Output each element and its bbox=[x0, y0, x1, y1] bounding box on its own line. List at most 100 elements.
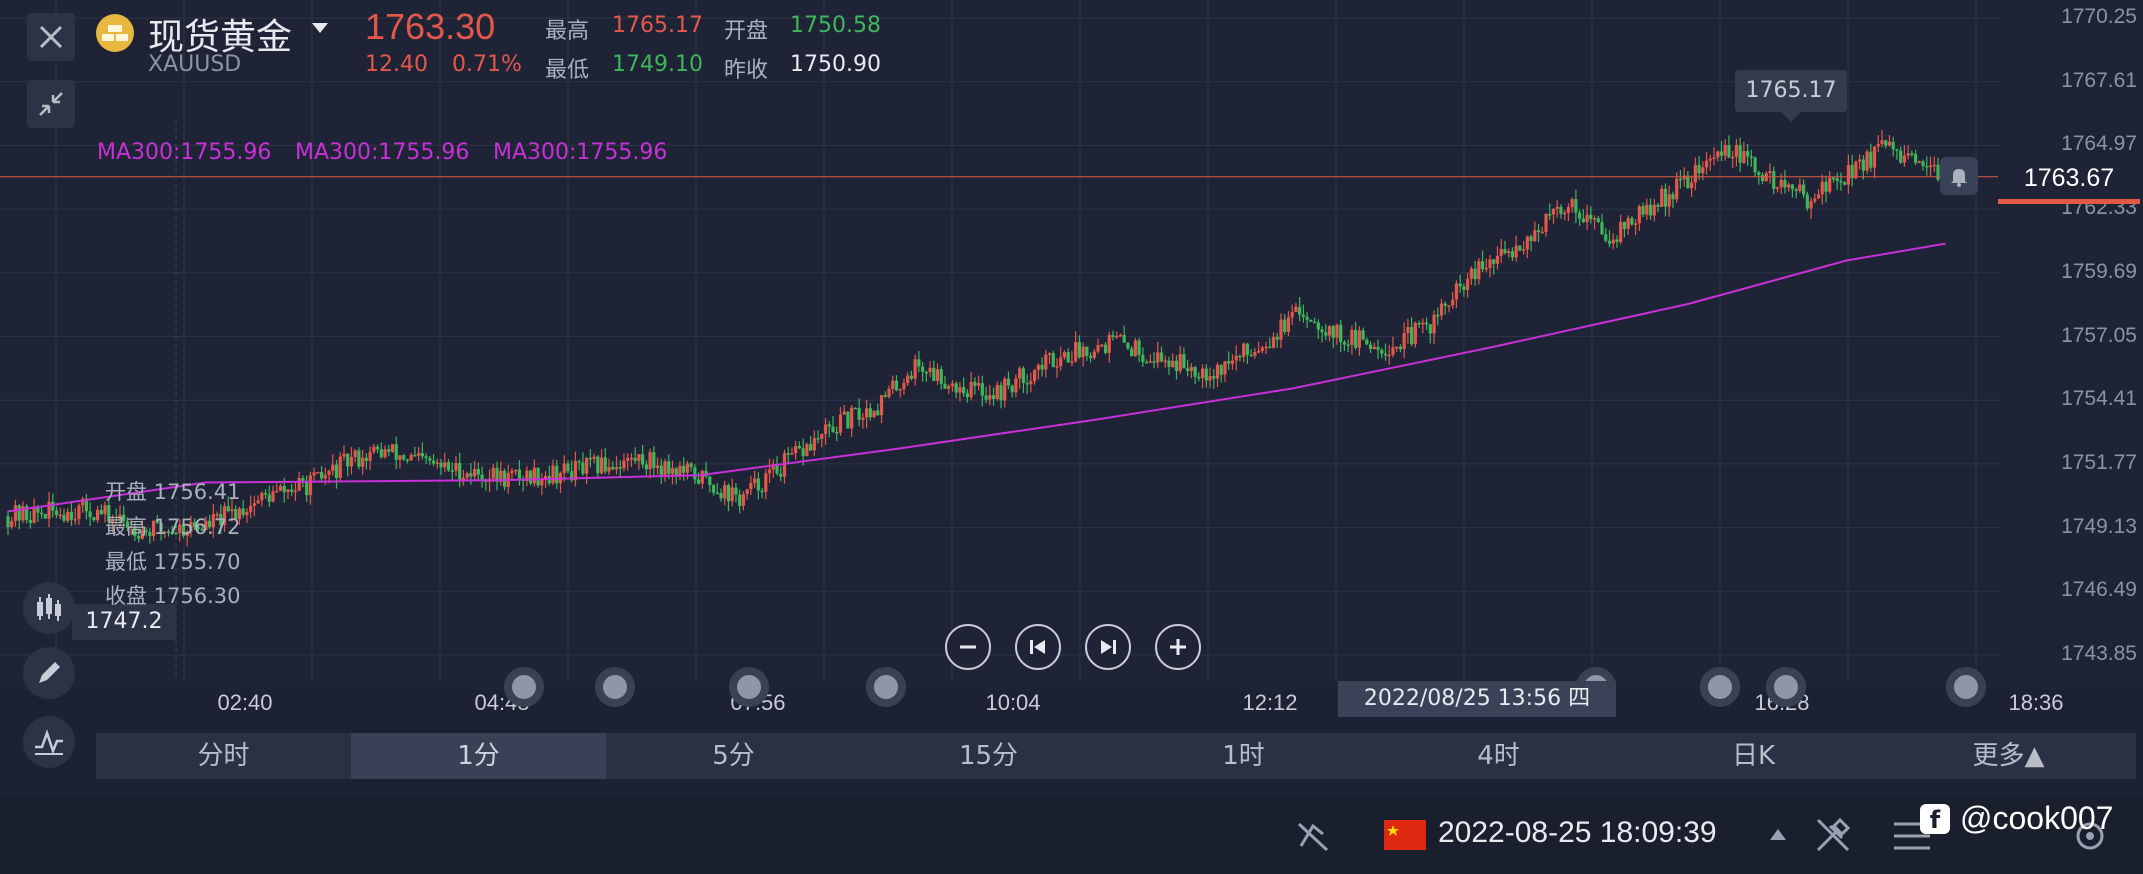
time-scroll-marker[interactable] bbox=[1700, 667, 1740, 707]
candle-down bbox=[405, 459, 410, 461]
network-off-icon[interactable] bbox=[1293, 816, 1333, 856]
candle-down bbox=[596, 456, 600, 474]
price-alert-button[interactable] bbox=[1940, 157, 1978, 195]
candle-down bbox=[301, 477, 305, 481]
candle-up bbox=[1660, 188, 1664, 207]
close-button[interactable] bbox=[27, 13, 75, 61]
candle-up bbox=[723, 485, 727, 499]
tab-timeframe-tick[interactable]: 分时 bbox=[197, 741, 250, 771]
candle-down bbox=[1895, 149, 1899, 151]
candle-down bbox=[420, 453, 424, 457]
candle-down bbox=[999, 385, 1003, 401]
candle-down bbox=[28, 520, 32, 523]
candle-down bbox=[652, 452, 656, 468]
candlestick-chart[interactable] bbox=[0, 0, 2143, 690]
candle-down bbox=[51, 501, 55, 511]
candle-up bbox=[1880, 140, 1884, 145]
candle-down bbox=[689, 463, 693, 468]
candle-down bbox=[588, 457, 592, 460]
candle-down bbox=[1320, 329, 1324, 333]
tab-timeframe-1h[interactable]: 1时 bbox=[1222, 741, 1265, 771]
candle-down bbox=[1936, 164, 1940, 180]
candle-down bbox=[1331, 326, 1335, 338]
candle-down bbox=[1186, 368, 1190, 371]
candle-down bbox=[476, 468, 480, 475]
candle-down bbox=[446, 462, 451, 471]
candle-down bbox=[883, 395, 887, 397]
tab-timeframe-1m[interactable]: 1分 bbox=[351, 733, 606, 779]
candle-down bbox=[241, 508, 245, 516]
bell-icon bbox=[1951, 169, 1967, 187]
collapse-button[interactable] bbox=[27, 80, 75, 128]
candle-down bbox=[1604, 234, 1608, 241]
tab-timeframe-5m[interactable]: 5分 bbox=[712, 741, 755, 771]
indicator-button[interactable] bbox=[23, 716, 75, 768]
candle-down bbox=[1238, 355, 1242, 358]
settings-icon[interactable] bbox=[2070, 816, 2110, 856]
tab-timeframe-more[interactable]: 更多▲ bbox=[1972, 741, 2045, 771]
candle-up bbox=[950, 383, 955, 387]
jump-end-button[interactable] bbox=[1085, 624, 1131, 670]
candle-down bbox=[137, 536, 141, 539]
candle-down bbox=[1077, 342, 1081, 358]
candle-down bbox=[644, 464, 648, 470]
y-tick-label: 1754.41 bbox=[2061, 387, 2137, 411]
skip-back-icon bbox=[1030, 640, 1045, 654]
candle-down bbox=[375, 446, 380, 450]
candle-down bbox=[196, 527, 200, 529]
candle-up bbox=[764, 473, 768, 492]
candle-down bbox=[1518, 245, 1522, 251]
zoom-in-button[interactable] bbox=[1155, 624, 1201, 670]
chart-type-button[interactable] bbox=[23, 582, 75, 634]
candle-up bbox=[1107, 335, 1111, 353]
candle-down bbox=[726, 485, 731, 502]
candle-down bbox=[1283, 319, 1287, 332]
tab-timeframe-daily[interactable]: 日K bbox=[1731, 741, 1776, 771]
time-scroll-marker[interactable] bbox=[504, 667, 544, 707]
jump-start-button[interactable] bbox=[1015, 624, 1061, 670]
facebook-icon: f bbox=[1920, 804, 1950, 834]
candle-up bbox=[1044, 354, 1048, 370]
ma300-line bbox=[7, 242, 1946, 513]
candle-down bbox=[1167, 360, 1171, 367]
candle-down bbox=[144, 530, 148, 533]
candle-up bbox=[252, 503, 256, 506]
candle-up bbox=[1865, 151, 1869, 171]
x-tick-label: 10:04 bbox=[985, 690, 1041, 715]
candle-up bbox=[1391, 347, 1395, 355]
tools-icon[interactable] bbox=[1812, 814, 1854, 856]
tab-timeframe-15m[interactable]: 15分 bbox=[958, 741, 1019, 771]
time-scroll-marker[interactable] bbox=[866, 667, 906, 707]
candle-up bbox=[614, 467, 619, 470]
symbol-name[interactable]: 现货黄金 bbox=[148, 17, 293, 58]
candle-down bbox=[1111, 335, 1115, 338]
draw-tool-button[interactable] bbox=[23, 647, 75, 699]
candle-down bbox=[1458, 283, 1462, 287]
candle-up bbox=[794, 446, 798, 454]
zoom-out-button[interactable] bbox=[945, 624, 991, 670]
candle-up bbox=[10, 521, 14, 528]
candle-down bbox=[54, 510, 59, 516]
time-scroll-marker[interactable] bbox=[1946, 667, 1986, 707]
time-scroll-marker[interactable] bbox=[1766, 667, 1806, 707]
candle-down bbox=[827, 424, 831, 427]
symbol-dropdown-icon[interactable] bbox=[310, 20, 330, 39]
max-price-marker: 1765.17 bbox=[1735, 70, 1847, 112]
candle-up bbox=[648, 452, 652, 470]
candle-up bbox=[1533, 230, 1537, 242]
candle-up bbox=[331, 464, 335, 471]
time-scroll-marker[interactable] bbox=[729, 667, 769, 707]
candle-up bbox=[1723, 145, 1727, 156]
candle-down bbox=[853, 407, 858, 410]
tab-timeframe-4h[interactable]: 4时 bbox=[1477, 741, 1520, 771]
candle-up bbox=[1813, 198, 1817, 202]
candle-up bbox=[906, 375, 910, 384]
system-datetime: 2022-08-25 18:09:39 bbox=[1438, 816, 1717, 849]
candle-down bbox=[1861, 159, 1865, 171]
time-scroll-marker[interactable] bbox=[595, 667, 635, 707]
candle-down bbox=[1126, 342, 1130, 349]
candle-down bbox=[991, 395, 996, 400]
candle-down bbox=[1884, 140, 1888, 146]
candle-down bbox=[17, 505, 21, 521]
caret-up-icon[interactable] bbox=[1768, 826, 1788, 842]
